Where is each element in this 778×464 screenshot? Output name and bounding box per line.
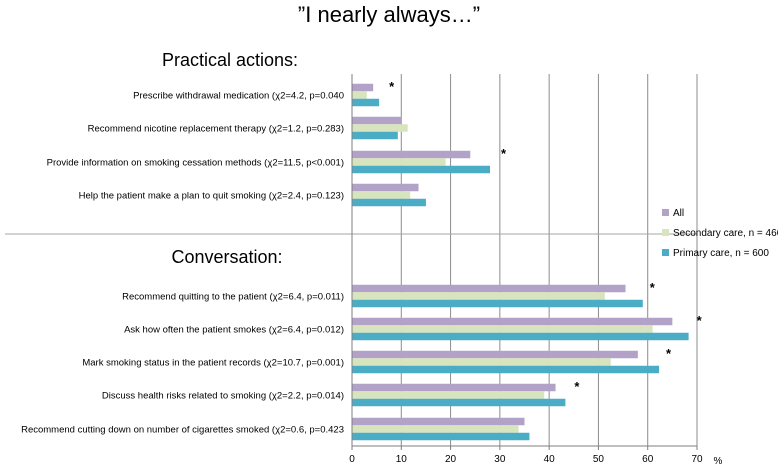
bar-secondary-care — [352, 158, 446, 166]
axis-layer: 0 10 20 30 40 50 60 70% — [349, 74, 723, 464]
x-axis-label: % — [714, 456, 723, 464]
category-label: Help the patient make a plan to quit smo… — [79, 191, 344, 202]
legend-label: All — [673, 208, 684, 219]
bar-primary-care — [352, 299, 643, 308]
category-label: Recommend quitting to the patient (χ2=6.… — [122, 292, 344, 303]
bar-primary-care — [352, 398, 566, 407]
x-tick-label: 0 — [349, 454, 355, 464]
category-label: Discuss health risks related to smoking … — [102, 391, 344, 402]
category-label: Provide information on smoking cessation… — [47, 158, 344, 169]
legend-label: Primary care, n = 600 — [673, 248, 769, 259]
bar-primary-care — [352, 432, 530, 441]
significance-star: * — [501, 146, 507, 161]
significance-star: * — [389, 79, 395, 94]
category-label: Recommend cutting down on number of ciga… — [21, 425, 344, 436]
labels-layer: Practical actions: Prescribe withdrawal m… — [21, 50, 703, 436]
x-tick-label: 20 — [445, 454, 457, 464]
grid-layer — [5, 74, 698, 446]
bars-layer — [352, 83, 689, 441]
bar-primary-care — [352, 198, 426, 207]
significance-star: * — [650, 280, 656, 295]
category-label: Recommend nicotine replacement therapy (… — [88, 124, 344, 135]
bar-secondary-care — [352, 292, 605, 300]
legend: All Secondary care, n = 466 Primary care, … — [662, 208, 778, 259]
bar-all — [352, 183, 419, 192]
bar-secondary-care — [352, 358, 611, 366]
legend-swatch — [662, 229, 669, 236]
bar-secondary-care — [352, 391, 545, 399]
category-label: Ask how often the patient smokes (χ2=6.4… — [124, 325, 344, 336]
section-label: Conversation: — [171, 247, 282, 267]
bar-primary-care — [352, 131, 398, 140]
bar-secondary-care — [352, 91, 367, 99]
bar-all — [352, 383, 556, 392]
x-tick-label: 70 — [691, 454, 703, 464]
x-tick-label: 40 — [544, 454, 556, 464]
bar-primary-care — [352, 165, 490, 174]
bar-primary-care — [352, 98, 380, 107]
x-tick-label: 10 — [396, 454, 408, 464]
bar-all — [352, 116, 402, 125]
x-tick-label: 50 — [593, 454, 605, 464]
bar-primary-care — [352, 365, 660, 374]
x-tick-label: 60 — [642, 454, 654, 464]
bar-secondary-care — [352, 325, 653, 333]
category-label: Mark smoking status in the patient recor… — [82, 358, 344, 369]
bar-all — [352, 350, 638, 359]
bar-secondary-care — [352, 191, 411, 199]
bar-all — [352, 417, 525, 426]
bar-all — [352, 83, 374, 92]
legend-swatch — [662, 209, 669, 216]
bar-all — [352, 150, 471, 159]
category-label: Prescribe withdrawal medication (χ2=4.2,… — [133, 91, 344, 102]
bar-all — [352, 317, 673, 326]
section-label: Practical actions: — [162, 50, 298, 70]
legend-label: Secondary care, n = 466 — [673, 228, 778, 239]
significance-star: * — [697, 313, 703, 328]
legend-swatch — [662, 249, 669, 256]
bar-secondary-care — [352, 124, 408, 132]
bar-secondary-care — [352, 425, 519, 433]
significance-star: * — [666, 346, 672, 361]
bar-all — [352, 284, 626, 293]
x-tick-label: 30 — [494, 454, 506, 464]
chart-title: ”I nearly always…” — [298, 2, 480, 27]
significance-star: * — [574, 379, 580, 394]
bar-primary-care — [352, 332, 689, 341]
